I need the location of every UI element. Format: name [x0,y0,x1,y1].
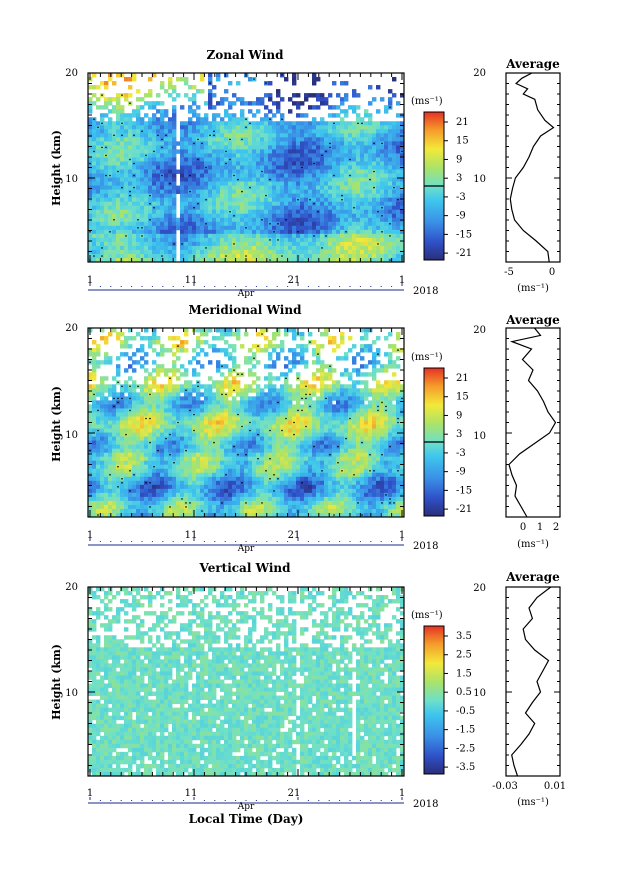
avg-title-meridional: Average [505,313,560,327]
colorbar-ticks-meridional: 21 15 9 3 -3 -9 -15 -21 [444,373,472,515]
xtick-1: 1 [87,788,93,799]
avg-unit-vertical: (ms⁻¹) [517,797,549,808]
xtick-1: 1 [87,530,93,541]
colorbar-tick-label: 9 [456,410,462,421]
avg-unit-zonal: (ms⁻¹) [517,283,549,294]
avg-frame-vertical [505,586,561,777]
x-ticks-meridional [89,328,403,542]
year-label: 2018 [413,286,438,297]
avg-ytick-20: 20 [473,583,486,594]
colorbar-tick-label: 21 [456,373,469,384]
ytick-20: 20 [65,582,78,593]
avg-frame-meridional [505,327,561,518]
colorbar-tick-label: -9 [456,467,466,478]
title-zonal: Zonal Wind [207,48,285,62]
xtick-21: 21 [288,788,301,799]
xtick-21: 21 [288,530,301,541]
panel-zonal: Zonal Wind 20 10 Height (km) 1 11 21 1 A… [50,48,561,299]
unit-label: (ms⁻¹) [411,352,443,363]
colorbar-tick-label: 3.5 [456,631,472,642]
avg-xtick-1: 1 [537,522,543,533]
colorbar-tick-label: -15 [456,485,472,496]
xtick-1-end: 1 [399,530,405,541]
colorbar-tick-label: -21 [456,504,472,515]
unit-label: (ms⁻¹) [411,610,443,621]
ytick-10: 10 [65,430,78,441]
colorbar-tick-label: -3 [456,192,466,203]
colorbar-ticks-zonal: 21 15 9 3 -3 -9 -15 -21 [444,117,472,259]
colorbar-tick-label: -3 [456,448,466,459]
xtick-1-end: 1 [399,788,405,799]
ylabel-vertical: Height (km) [50,644,63,720]
heatmap-zonal [88,73,405,263]
ytick-20: 20 [65,68,78,79]
colorbar-tick-label: 15 [456,392,469,403]
colorbar-tick-label: 9 [456,154,462,165]
title-meridional: Meridional Wind [189,303,303,317]
panel-vertical: Vertical Wind 20 10 Height (km) 1 11 21 … [50,561,566,826]
avg-ytick-10: 10 [473,174,486,185]
year-label: 2018 [413,799,438,810]
ytick-20: 20 [65,323,78,334]
avg-profile-meridional [508,327,557,518]
colorbar-vertical [423,625,445,775]
avg-ytick-20: 20 [473,68,486,79]
xtick-1-end: 1 [399,275,405,286]
avg-ytick-10: 10 [473,431,486,442]
colorbar-tick-label: 3 [456,429,462,440]
title-vertical: Vertical Wind [198,561,291,575]
unit-label: (ms⁻¹) [411,96,443,107]
month-label: Apr [237,802,255,812]
ylabel-meridional: Height (km) [50,386,63,462]
avg-ytick-10: 10 [473,688,486,699]
colorbar-tick-label: 3 [456,173,462,184]
avg-xtick-0: 0 [549,267,555,278]
heatmap-vertical [88,587,405,777]
colorbar-tick-label: -3.5 [456,762,475,773]
month-label: Apr [237,289,255,299]
xlabel-local-time: Local Time (Day) [189,812,304,826]
colorbar-tick-label: -15 [456,229,472,240]
avg-unit-meridional: (ms⁻¹) [517,539,549,550]
avg-profile-vertical [511,586,552,777]
xtick-11: 11 [185,788,198,799]
x-ticks-vertical [89,587,403,801]
month-label: Apr [237,544,255,554]
ylabel-zonal: Height (km) [50,130,63,206]
xtick-21: 21 [288,275,301,286]
panel-meridional: Meridional Wind 20 10 Height (km) 1 11 2… [50,303,561,554]
xtick-1: 1 [87,275,93,286]
xtick-11: 11 [185,530,198,541]
avg-frame-zonal [505,72,561,263]
colorbar-tick-label: -21 [456,248,472,259]
colorbar-tick-label: 21 [456,117,469,128]
avg-ytick-20: 20 [473,325,486,336]
avg-xtick-001: 0.01 [544,781,566,792]
avg-xtick-2: 2 [553,522,559,533]
colorbar-tick-label: 15 [456,136,469,147]
x-ticks-zonal [89,73,403,287]
avg-xtick-neg5: -5 [504,267,514,278]
ytick-10: 10 [65,688,78,699]
avg-xtick-neg003: -0.03 [492,781,518,792]
colorbar-tick-label: -0.5 [456,706,475,717]
avg-title-zonal: Average [505,57,560,71]
year-label: 2018 [413,541,438,552]
heatmap-meridional [88,328,405,518]
colorbar-tick-label: 2.5 [456,650,472,661]
colorbar-ticks-vertical: 3.5 2.5 1.5 0.5 -0.5 -1.5 -2.5 -3.5 [444,631,475,773]
ytick-10: 10 [65,174,78,185]
avg-xtick-0: 0 [520,522,526,533]
colorbar-tick-label: -2.5 [456,743,475,754]
xtick-11: 11 [185,275,198,286]
colorbar-tick-label: 1.5 [456,668,472,679]
colorbar-tick-label: 0.5 [456,687,472,698]
avg-profile-zonal [509,72,555,263]
colorbar-tick-label: -1.5 [456,725,475,736]
colorbar-tick-label: -9 [456,211,466,222]
avg-title-vertical: Average [505,570,560,584]
